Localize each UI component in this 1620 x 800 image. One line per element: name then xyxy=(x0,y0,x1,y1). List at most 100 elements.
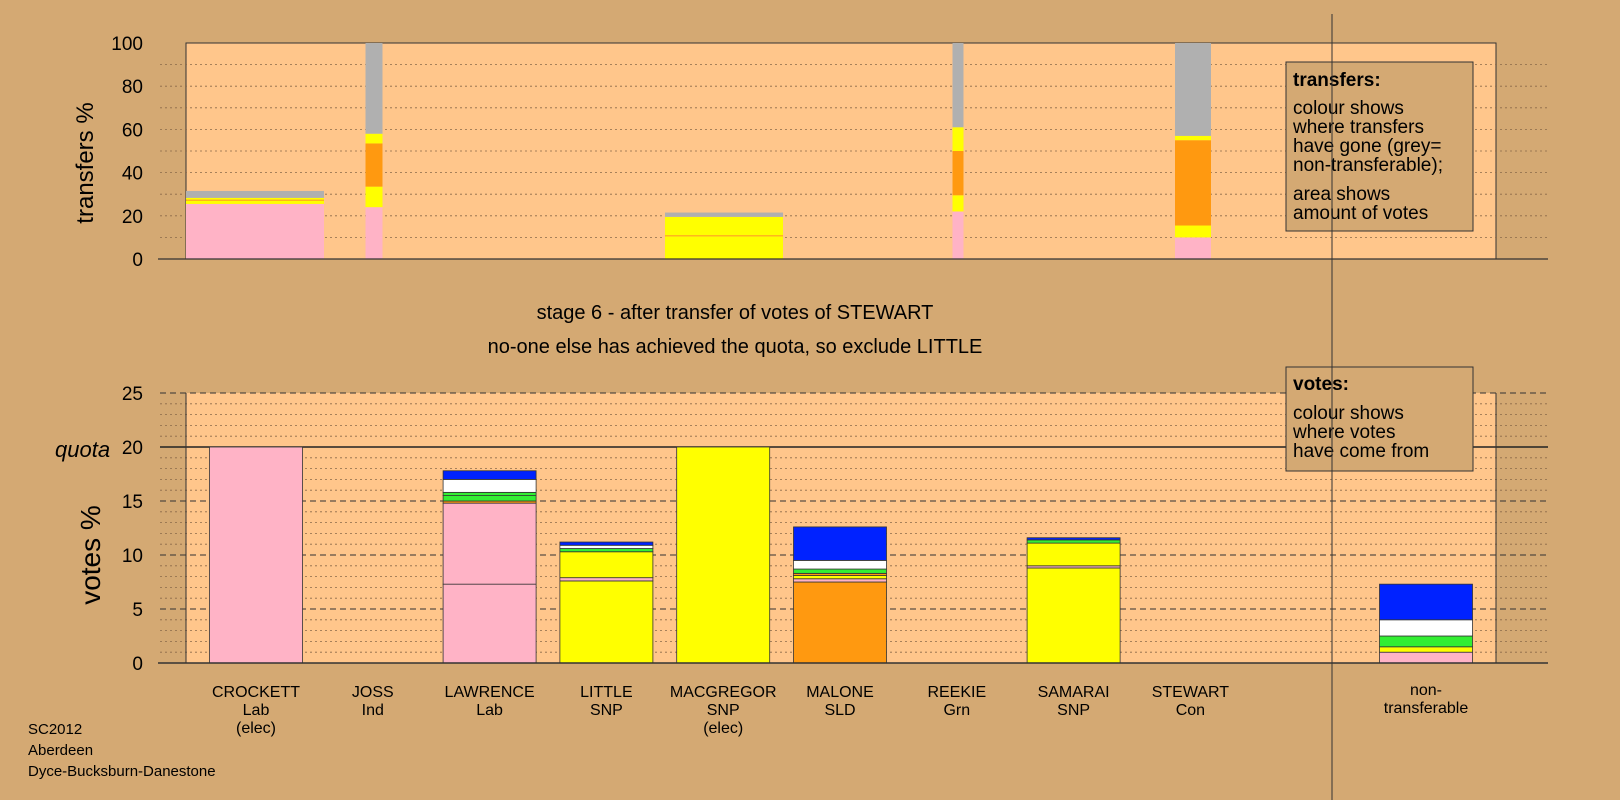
transfers-segment-macgregor xyxy=(665,236,783,259)
candidate-name-label: MALONE xyxy=(806,684,874,701)
votes-y-tick: 25 xyxy=(122,384,143,405)
votes-segment-samarai xyxy=(1026,542,1121,567)
votes-segment-little xyxy=(559,548,654,553)
votes-y-tick: 0 xyxy=(132,654,143,675)
transfers-segment-stewart xyxy=(1175,43,1211,136)
footer-line: SC2012 xyxy=(28,721,82,738)
transfers-y-axis-label: transfers % xyxy=(72,102,99,223)
votes-segment-malone xyxy=(793,578,887,583)
votes-segment-little xyxy=(559,544,654,549)
votes-segment-lawrence xyxy=(442,478,537,493)
votes-legend-line: have come from xyxy=(1293,441,1429,462)
transfers-bars xyxy=(186,43,1211,259)
candidate-name-label: MACGREGOR xyxy=(670,684,777,701)
votes-y-axis-label: votes % xyxy=(75,505,106,605)
votes-bars xyxy=(158,446,1548,664)
stage-caption: stage 6 - after transfer of votes of STE… xyxy=(537,302,934,324)
transfers-legend-line: non-transferable); xyxy=(1293,155,1443,176)
candidate-name-label: STEWART xyxy=(1152,684,1230,701)
exclusion-caption: no-one else has achieved the quota, so e… xyxy=(488,336,983,358)
candidate-party-label: Lab xyxy=(243,702,270,719)
transfers-legend-line: colour shows xyxy=(1293,98,1404,119)
votes-segment-little xyxy=(559,577,654,582)
nontransferable-label: non- xyxy=(1410,682,1442,699)
candidate-party-label: Ind xyxy=(362,702,384,719)
transfers-segment-reekie xyxy=(952,195,964,212)
transfers-y-tick: 40 xyxy=(122,164,143,185)
votes-segment-macgregor xyxy=(676,446,771,664)
candidate-name-label: JOSS xyxy=(352,684,394,701)
candidate-party-label: SNP xyxy=(590,702,623,719)
transfers-segment-crockett xyxy=(186,203,324,259)
votes-segment-malone xyxy=(793,581,887,664)
votes-segment-little xyxy=(559,541,654,546)
candidate-party-label: SNP xyxy=(707,702,740,719)
votes-segment-non-transferable xyxy=(1379,651,1473,664)
transfers-segment-stewart xyxy=(1175,135,1211,141)
votes-segment-lawrence xyxy=(442,495,537,502)
transfers-segment-reekie xyxy=(952,43,964,128)
votes-y-ticks: 0 5 10 15 20 25 xyxy=(122,384,143,675)
transfers-segment-crockett xyxy=(186,199,324,201)
transfers-y-tick: 100 xyxy=(111,34,143,55)
transfers-legend-box xyxy=(1285,61,1474,232)
votes-segment-non-transferable xyxy=(1379,646,1473,653)
transfers-legend-line: amount of votes xyxy=(1293,203,1428,224)
transfers-y-tick: 80 xyxy=(122,77,143,98)
transfers-segment-macgregor xyxy=(665,235,783,237)
footer-line: Dyce-Bucksburn-Danestone xyxy=(28,763,216,780)
votes-segment-non-transferable xyxy=(1379,583,1473,621)
votes-legend-line: colour shows xyxy=(1293,403,1404,424)
transfers-segment-joss xyxy=(365,207,383,259)
votes-segment-lawrence xyxy=(442,502,537,585)
candidate-party-label: SNP xyxy=(1057,702,1090,719)
candidate-name-label: LAWRENCE xyxy=(445,684,535,701)
votes-segment-malone xyxy=(793,568,887,574)
votes-segment-malone xyxy=(793,526,887,561)
quota-label: quota xyxy=(55,437,110,462)
footer-text: SC2012 Aberdeen Dyce-Bucksburn-Danestone xyxy=(28,721,216,780)
votes-y-tick: 15 xyxy=(122,492,143,513)
candidate-name-label: SAMARAI xyxy=(1038,684,1110,701)
votes-y-tick: 5 xyxy=(132,600,143,621)
transfers-y-tick: 20 xyxy=(122,207,143,228)
votes-gridlines xyxy=(160,392,1548,663)
transfers-segment-joss xyxy=(365,133,383,144)
votes-legend-line: where votes xyxy=(1292,422,1395,443)
transfers-y-tick: 60 xyxy=(122,120,143,141)
candidate-status-label: (elec) xyxy=(236,720,276,737)
candidate-name-label: LITTLE xyxy=(580,684,632,701)
votes-segment-non-transferable xyxy=(1379,635,1473,648)
votes-segment-crockett xyxy=(209,446,303,664)
votes-segment-malone xyxy=(793,560,887,570)
votes-segment-samarai xyxy=(1026,567,1121,664)
transfers-y-ticks: 0 20 40 60 80 100 xyxy=(111,34,1548,271)
candidate-party-label: Grn xyxy=(943,702,970,719)
transfers-segment-reekie xyxy=(952,151,964,196)
nontransferable-label: transferable xyxy=(1384,700,1469,717)
transfers-panel: 0 20 40 60 80 100 transfers % transfers: colo… xyxy=(72,34,1548,271)
transfers-segment-reekie xyxy=(952,127,964,151)
transfers-legend-line: have gone (grey= xyxy=(1293,136,1441,157)
votes-legend-box xyxy=(1285,366,1474,472)
candidate-labels: CROCKETTLab(elec)JOSSIndLAWRENCELabLITTL… xyxy=(212,682,1468,737)
transfers-segment-crockett xyxy=(186,190,324,198)
transfers-segment-joss xyxy=(365,43,383,134)
transfers-segment-stewart xyxy=(1175,140,1211,226)
transfers-segment-joss xyxy=(365,186,383,208)
candidate-status-label: (elec) xyxy=(703,720,743,737)
votes-segment-lawrence xyxy=(442,491,537,496)
votes-segment-little xyxy=(559,551,654,579)
votes-segment-malone xyxy=(793,575,887,580)
votes-segment-samarai xyxy=(1026,539,1121,544)
transfers-segment-stewart xyxy=(1175,225,1211,238)
votes-segment-non-transferable xyxy=(1379,619,1473,637)
transfers-legend-line: where transfers xyxy=(1292,117,1424,138)
votes-segment-little xyxy=(559,580,654,664)
